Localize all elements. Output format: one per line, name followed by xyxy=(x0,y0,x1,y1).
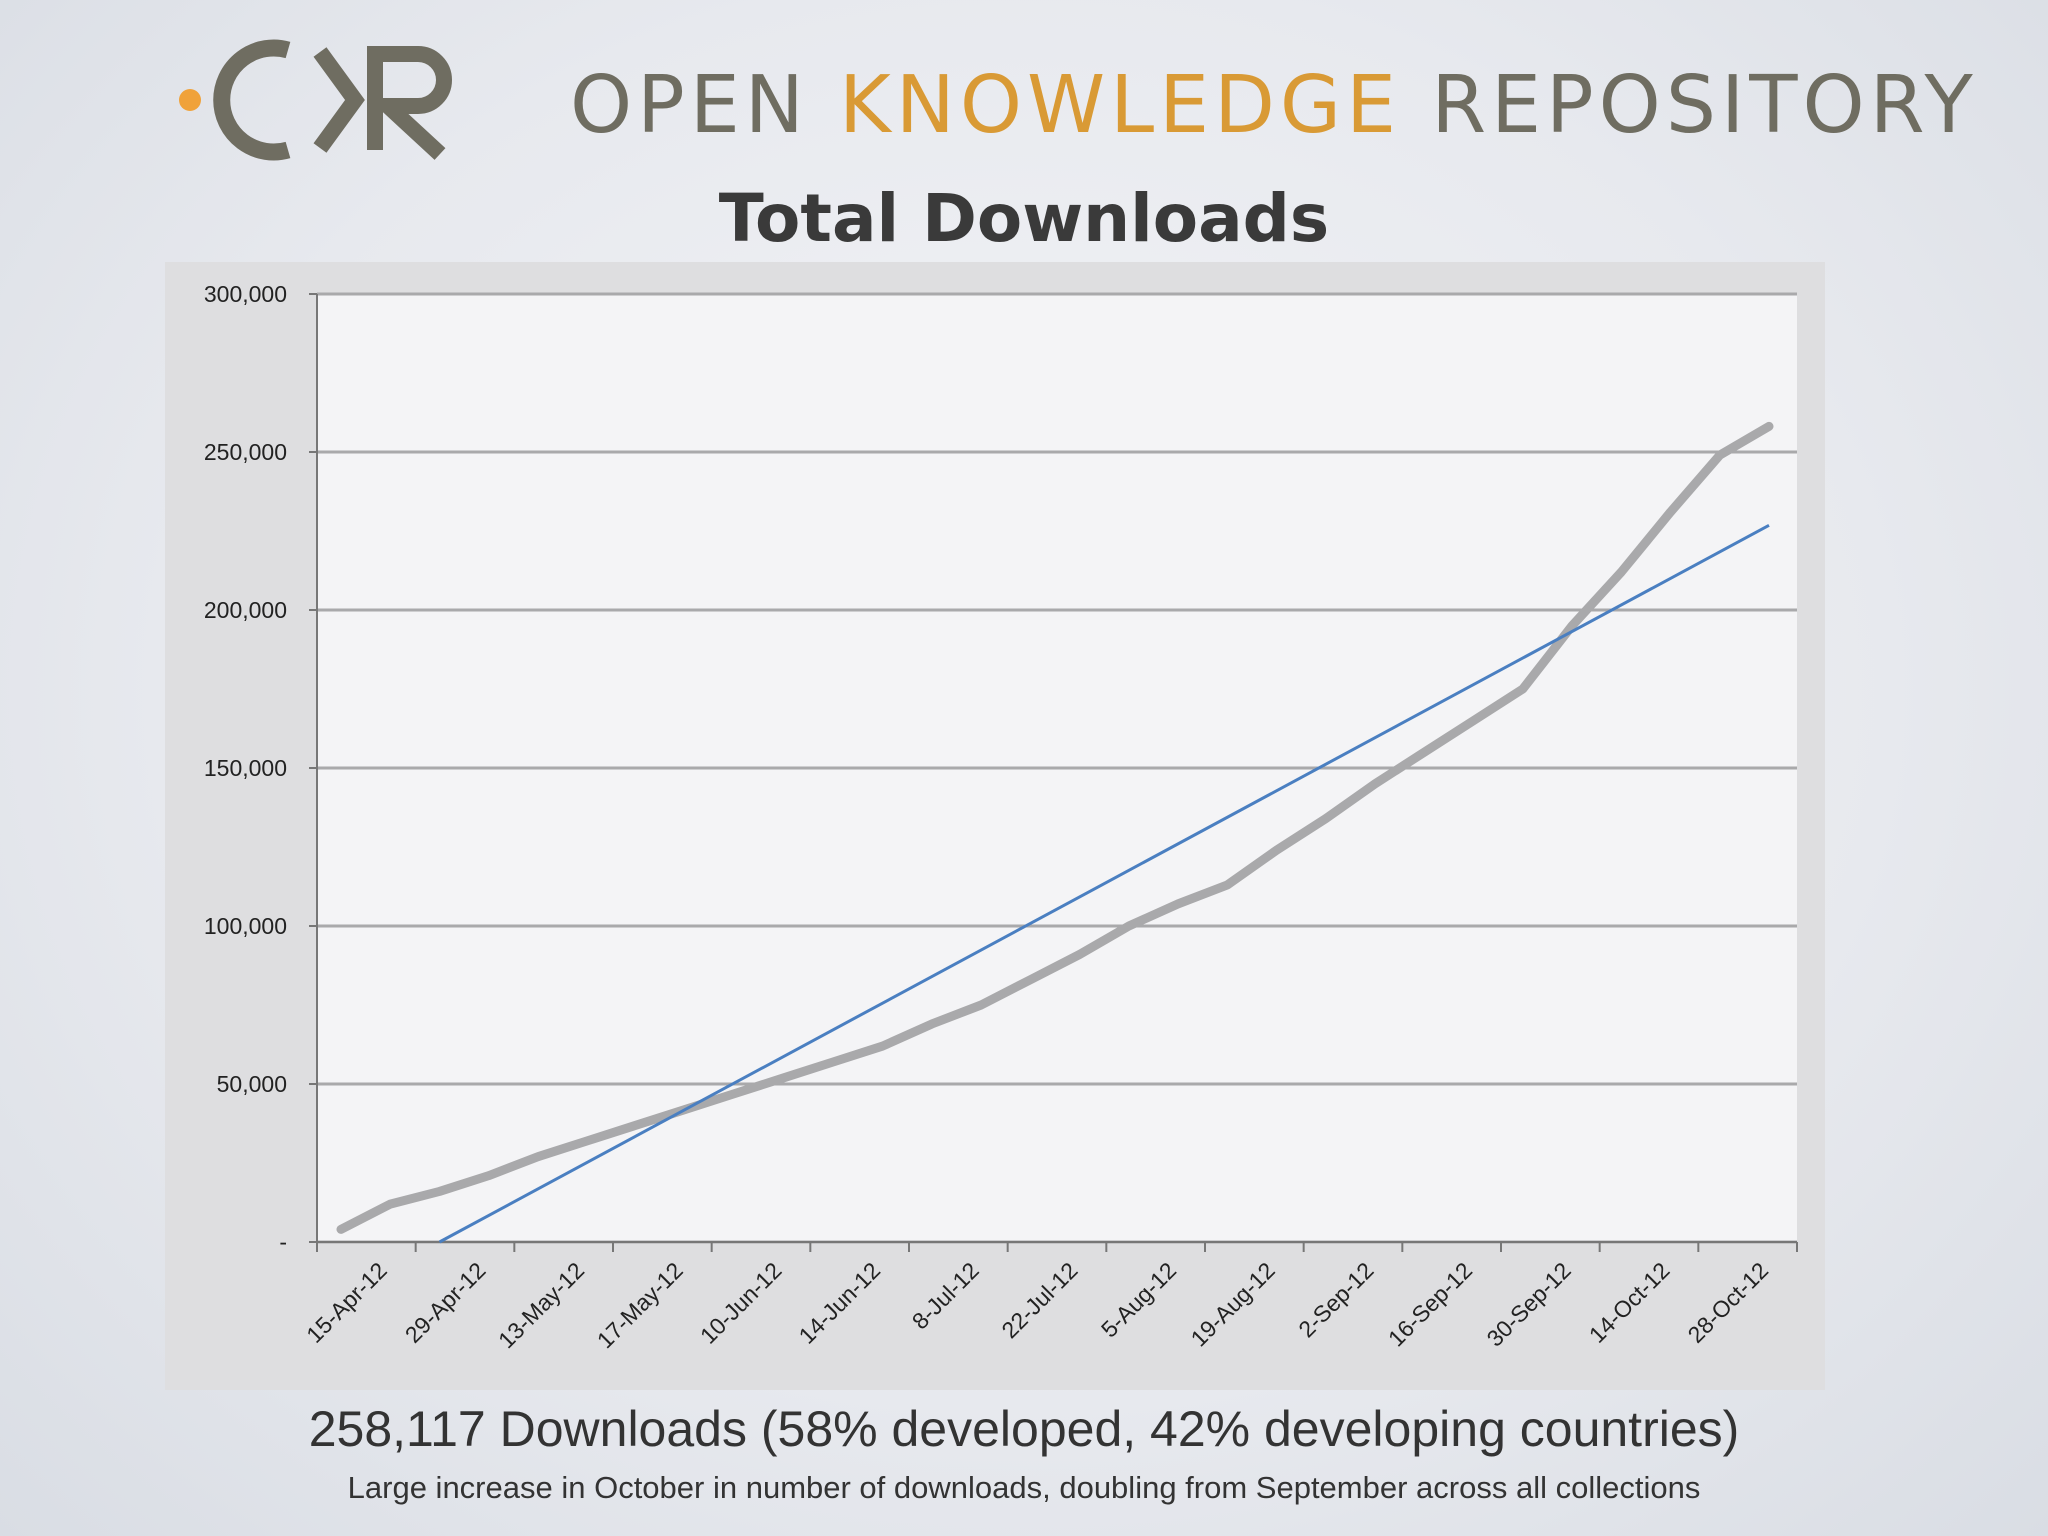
x-tick-label: 29-Apr-12 xyxy=(400,1257,491,1348)
y-tick-label: 300,000 xyxy=(204,281,287,307)
logo-letter-o xyxy=(213,39,291,161)
trend-line xyxy=(438,523,1770,1244)
downloads-line xyxy=(336,421,1774,1234)
x-tick-label: 5-Aug-12 xyxy=(1096,1257,1181,1342)
x-tick-label: 17-May-12 xyxy=(592,1257,688,1353)
brand-word-repository: REPOSITORY xyxy=(1431,59,1978,151)
x-tick-label: 19-Aug-12 xyxy=(1186,1257,1280,1351)
x-tick-label: 16-Sep-12 xyxy=(1383,1257,1477,1351)
x-tick-label: 13-May-12 xyxy=(493,1257,589,1353)
downloads-note: Large increase in October in number of d… xyxy=(347,1470,1701,1505)
y-tick-label: 200,000 xyxy=(204,597,287,623)
x-tick-label: 8-Jul-12 xyxy=(907,1257,984,1334)
x-tick-label: 28-Oct-12 xyxy=(1683,1257,1774,1348)
x-tick-label: 14-Oct-12 xyxy=(1584,1257,1675,1348)
logo-dot-icon xyxy=(179,89,201,111)
chart-title: Total Downloads xyxy=(718,180,1330,257)
x-tick-label: 30-Sep-12 xyxy=(1482,1257,1576,1351)
downloads-summary: 258,117 Downloads (58% developed, 42% de… xyxy=(308,1401,1740,1457)
brand-wordmark: OPEN KNOWLEDGE REPOSITORY xyxy=(570,60,1978,150)
x-tick-label: 10-Jun-12 xyxy=(695,1257,787,1349)
y-tick-label: - xyxy=(279,1229,287,1255)
y-tick-label: 250,000 xyxy=(204,439,287,465)
chart-panel: - 50,000 100,000 150,000 200,000 250,000 300,0… xyxy=(165,262,1825,1390)
y-tick-label: 100,000 xyxy=(204,913,287,939)
x-tick-label: 2-Sep-12 xyxy=(1293,1257,1378,1342)
y-tick-label: 150,000 xyxy=(204,755,287,781)
okr-logo xyxy=(179,39,452,161)
logo-letter-r xyxy=(367,46,452,160)
logo-letter-k xyxy=(313,47,365,153)
x-tick-label: 15-Apr-12 xyxy=(301,1257,392,1348)
x-tick-label: 14-Jun-12 xyxy=(794,1257,886,1349)
brand-word-knowledge: KNOWLEDGE xyxy=(838,59,1402,151)
y-tick-label: 50,000 xyxy=(217,1071,287,1097)
x-tick-label: 22-Jul-12 xyxy=(996,1257,1082,1343)
brand-word-open: OPEN xyxy=(570,59,809,151)
line-chart: - 50,000 100,000 150,000 200,000 250,000 300,0… xyxy=(204,281,1798,1353)
